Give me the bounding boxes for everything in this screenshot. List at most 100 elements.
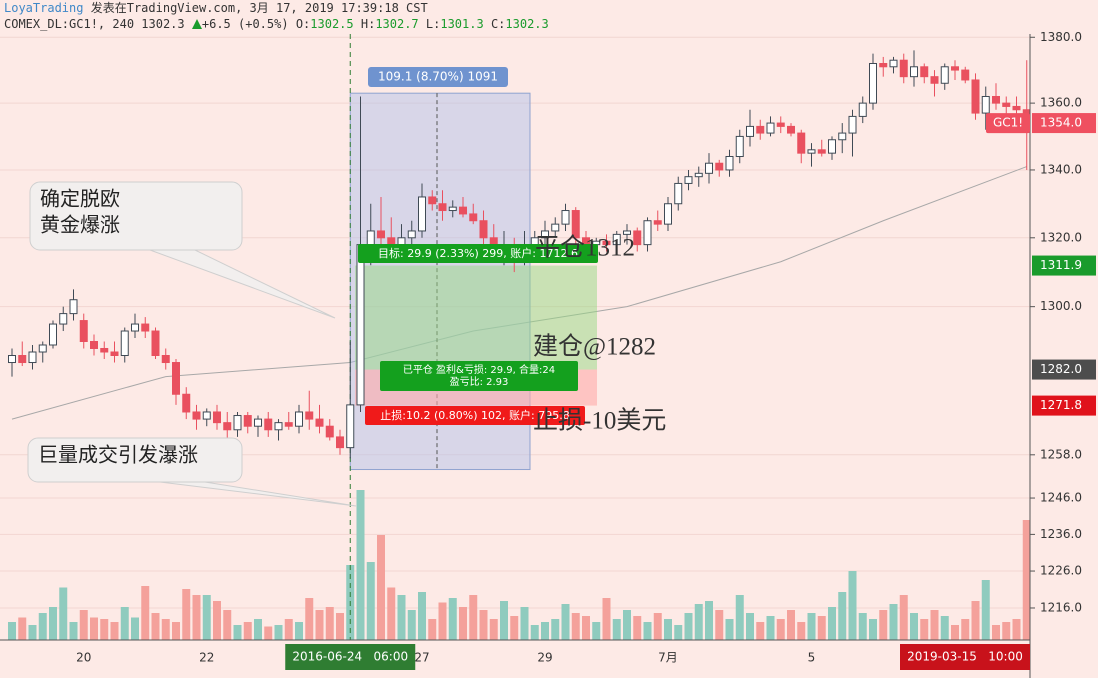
candle-body: [807, 149, 816, 154]
candle-body: [940, 66, 949, 84]
volume-bar: [69, 622, 78, 640]
candle-body: [264, 418, 273, 431]
price-label-bg: [1032, 255, 1096, 276]
candle-body: [981, 95, 990, 114]
volume-bar: [459, 607, 467, 640]
volume-bar: [643, 622, 652, 640]
candle-body: [172, 362, 180, 395]
crosshair-label: 2019-03-15 10:00: [907, 650, 1023, 664]
volume-bar: [356, 490, 365, 640]
volume-bar: [38, 613, 47, 640]
candle-body: [243, 415, 252, 427]
candle-body: [992, 95, 1000, 104]
volume-bar: [223, 610, 232, 640]
candle-body: [776, 122, 785, 127]
candle-body: [1012, 105, 1021, 111]
volume-bar: [838, 592, 847, 640]
price-label: 1311.9: [1040, 258, 1082, 272]
volume-bar: [151, 613, 160, 640]
header: LoyaTrading 发表在TradingView.com, 3月 17, 2…: [4, 0, 549, 32]
candle-body: [274, 422, 283, 431]
o-key: O:: [295, 17, 311, 31]
volume-bar: [787, 610, 795, 640]
volume-bar: [981, 580, 990, 640]
candle-body: [18, 355, 27, 364]
candle-body: [223, 422, 232, 431]
candle-body: [766, 122, 775, 134]
candle-body: [49, 323, 57, 346]
volume-bar: [213, 601, 221, 640]
candle-body: [971, 79, 980, 114]
volume-bar: [254, 619, 262, 640]
candle-body: [407, 230, 416, 239]
volume-bar: [469, 595, 478, 640]
candle-body: [192, 411, 201, 420]
callout-box: [27, 437, 243, 483]
x-tick-label: 22: [199, 651, 214, 665]
candle-body: [28, 351, 37, 364]
callout-text: 巨量成交引发瀑涨: [38, 443, 198, 467]
candle-body: [571, 210, 580, 239]
candle-body: [612, 233, 621, 246]
volume-bar: [664, 619, 672, 640]
x-tick-label: 29: [537, 651, 552, 665]
volume-bar: [735, 595, 744, 640]
volume-bar: [930, 610, 939, 640]
candle-body: [694, 172, 703, 178]
x-tick-label: 20: [76, 651, 91, 665]
candle-body: [59, 313, 68, 325]
candle-body: [889, 59, 898, 68]
candle-body: [448, 206, 457, 212]
candle-body: [705, 162, 713, 174]
volume-bar: [418, 592, 426, 640]
volume-bar: [438, 602, 447, 640]
volume-bar: [192, 595, 201, 640]
candle-body: [8, 355, 16, 364]
c-val: 1302.3: [505, 17, 549, 31]
candle-body: [356, 244, 365, 406]
l-key: L:: [425, 17, 441, 31]
target-label-bg: [358, 244, 598, 263]
candle-body: [684, 176, 693, 184]
candle-body: [848, 115, 857, 134]
volume-bar: [172, 622, 180, 640]
header-line: LoyaTrading 发表在TradingView.com, 3月 17, 2…: [4, 0, 549, 16]
volume-bar: [448, 598, 457, 640]
closed-label-bg: [380, 361, 578, 391]
candle-body: [387, 237, 396, 246]
volume-bar: [479, 610, 488, 640]
y-tick-label: 1216.0: [1040, 600, 1082, 614]
volume-bar: [407, 610, 416, 640]
volume-bar: [623, 610, 631, 640]
closed-label: 已平仓 盈利&亏损: 29.9, 合量:24: [403, 363, 555, 376]
volume-bar: [705, 601, 713, 640]
candle-body: [797, 132, 806, 154]
candle-body: [336, 436, 344, 449]
y-axis-area: [1030, 0, 1098, 678]
volume-bar: [489, 619, 498, 640]
volume-bar: [807, 613, 816, 640]
last: 1302.3: [141, 17, 185, 31]
volume-bar: [141, 586, 150, 640]
price-label: 1271.8: [1040, 398, 1082, 412]
symbol-badge-bg: [986, 113, 1030, 134]
candle-body: [899, 59, 908, 78]
volume-bar: [325, 607, 334, 640]
y-tick-label: 1340.0: [1040, 162, 1082, 176]
c-key: C:: [490, 17, 506, 31]
candle-body: [664, 203, 672, 225]
candle-body: [623, 230, 631, 235]
candle-body: [879, 62, 888, 68]
candle-body: [325, 425, 334, 438]
measure-label: 109.1 (8.70%) 1091: [378, 70, 498, 84]
symbol: COMEX_DL:GC1!, 240: [4, 17, 135, 31]
candle-body: [643, 220, 652, 246]
volume-bar: [961, 619, 970, 640]
volume-bar: [305, 598, 314, 640]
last-price-bg: [1032, 113, 1096, 134]
volume-bar: [766, 616, 775, 640]
volume-bar: [336, 613, 344, 640]
volume-bar: [131, 617, 139, 640]
candle-body: [1002, 102, 1011, 107]
volume-bar: [992, 625, 1000, 640]
